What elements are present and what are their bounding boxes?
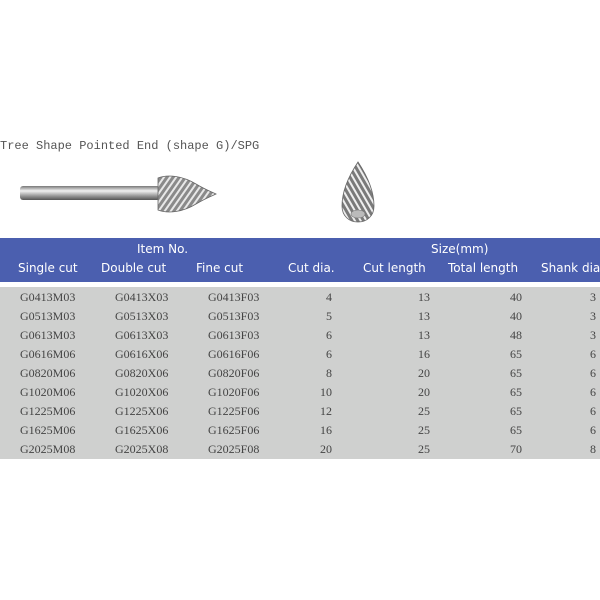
cell-cut-length: 13 [418,328,430,342]
header-shank-dia: Shank dia [541,261,600,275]
cell-fine-cut: G1625F06 [208,423,260,437]
cell-total-length: 48 [510,328,522,342]
table-row: G1225M06 G1225X06 G1225F06 12 25 65 6 [0,401,600,420]
table-row: G0413M03 G0413X03 G0413F03 4 13 40 3 [0,287,600,306]
header-cut-length: Cut length [363,261,426,275]
cell-double-cut: G2025X08 [115,442,169,456]
cell-total-length: 65 [510,404,522,418]
cell-double-cut: G0513X03 [115,309,169,323]
cell-shank-dia: 6 [590,347,596,361]
cell-double-cut: G0413X03 [115,290,169,304]
cell-cut-dia: 20 [320,442,332,456]
cell-cut-length: 25 [418,442,430,456]
table-row: G0820M06 G0820X06 G0820F06 8 20 65 6 [0,363,600,382]
cell-double-cut: G0613X03 [115,328,169,342]
cell-cut-dia: 4 [326,290,332,304]
burr-tool-image [20,175,217,213]
cell-cut-dia: 6 [326,328,332,342]
cell-fine-cut: G0413F03 [208,290,260,304]
cell-cut-length: 16 [418,347,430,361]
cell-total-length: 40 [510,290,522,304]
cell-cut-length: 25 [418,423,430,437]
cell-cut-dia: 12 [320,404,332,418]
cell-double-cut: G1225X06 [115,404,169,418]
cell-shank-dia: 8 [590,442,596,456]
header-double-cut: Double cut [101,261,167,275]
cell-total-length: 65 [510,385,522,399]
header-group-item-no: Item No. [137,242,189,256]
cell-shank-dia: 6 [590,366,596,380]
header-cut-dia: Cut dia. [288,261,335,275]
cell-cut-length: 25 [418,404,430,418]
cell-double-cut: G1625X06 [115,423,169,437]
table-row: G0613M03 G0613X03 G0613F03 6 13 48 3 [0,325,600,344]
cell-single-cut: G0613M03 [20,328,76,342]
cell-total-length: 40 [510,309,522,323]
cell-fine-cut: G0513F03 [208,309,260,323]
cell-cut-dia: 8 [326,366,332,380]
cell-fine-cut: G1020F06 [208,385,260,399]
table-row: G2025M08 G2025X08 G2025F08 20 25 70 8 [0,439,600,458]
cell-shank-dia: 6 [590,385,596,399]
cell-fine-cut: G2025F08 [208,442,260,456]
cell-double-cut: G0616X06 [115,347,169,361]
cell-cut-dia: 16 [320,423,332,437]
cell-cut-length: 20 [418,385,430,399]
cell-total-length: 65 [510,366,522,380]
cell-shank-dia: 3 [590,309,596,323]
cell-single-cut: G2025M08 [20,442,76,456]
header-total-length: Total length [448,261,519,275]
cell-single-cut: G1225M06 [20,404,76,418]
cell-fine-cut: G1225F06 [208,404,260,418]
table-header: Item No. Size(mm) Single cut Double cut … [0,238,600,282]
table-row: G1020M06 G1020X06 G1020F06 10 20 65 6 [0,382,600,401]
cell-single-cut: G0820M06 [20,366,76,380]
header-group-size: Size(mm) [431,242,489,256]
table-row: G0513M03 G0513X03 G0513F03 5 13 40 3 [0,306,600,325]
cell-cut-dia: 10 [320,385,332,399]
cell-cut-length: 13 [418,290,430,304]
cell-cut-dia: 6 [326,347,332,361]
cell-cut-dia: 5 [326,309,332,323]
table-row: G0616M06 G0616X06 G0616F06 6 16 65 6 [0,344,600,363]
product-title: Tree Shape Pointed End (shape G)/SPG [0,139,260,153]
cell-single-cut: G0413M03 [20,290,76,304]
table-row: G1625M06 G1625X06 G1625F06 16 25 65 6 [0,420,600,439]
cell-double-cut: G1020X06 [115,385,169,399]
table-body: G0413M03 G0413X03 G0413F03 4 13 40 3 G0513M03 G0… [0,287,600,459]
burr-tip-image [341,161,375,223]
cell-total-length: 65 [510,423,522,437]
cell-fine-cut: G0616F06 [208,347,260,361]
cell-shank-dia: 6 [590,423,596,437]
cell-single-cut: G1020M06 [20,385,76,399]
cell-cut-length: 20 [418,366,430,380]
header-fine-cut: Fine cut [196,261,244,275]
cell-shank-dia: 3 [590,328,596,342]
cell-single-cut: G1625M06 [20,423,76,437]
cell-single-cut: G0513M03 [20,309,76,323]
cell-shank-dia: 6 [590,404,596,418]
cell-fine-cut: G0613F03 [208,328,260,342]
cell-single-cut: G0616M06 [20,347,76,361]
cell-shank-dia: 3 [590,290,596,304]
cell-fine-cut: G0820F06 [208,366,260,380]
cell-double-cut: G0820X06 [115,366,169,380]
cell-cut-length: 13 [418,309,430,323]
cell-total-length: 70 [510,442,522,456]
header-single-cut: Single cut [18,261,78,275]
cell-total-length: 65 [510,347,522,361]
